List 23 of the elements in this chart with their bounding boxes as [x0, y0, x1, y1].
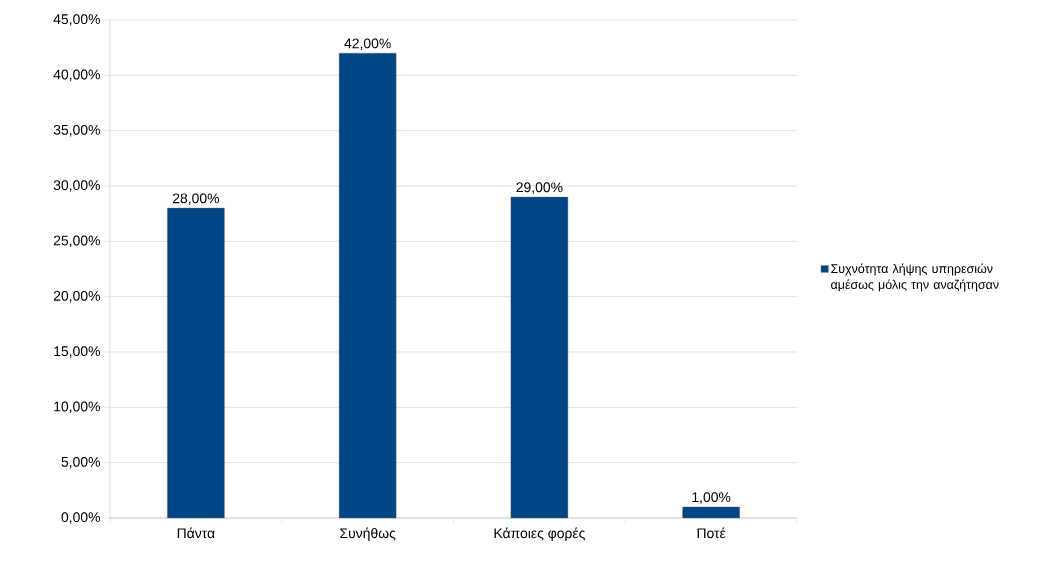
- data-label: 42,00%: [344, 38, 391, 50]
- y-tick-label: 35,00%: [53, 124, 100, 137]
- x-tick-label: Πάντα: [177, 527, 215, 539]
- y-tick-label: 15,00%: [54, 346, 100, 358]
- y-tick-label: 20,00%: [53, 290, 100, 303]
- y-tick-label: 5,00%: [61, 456, 100, 469]
- data-label: 28,00%: [172, 193, 220, 205]
- y-tick-label: 25,00%: [53, 235, 100, 248]
- y-tick-label: 0,00%: [61, 512, 100, 524]
- bar: [510, 196, 569, 519]
- bar: [167, 207, 225, 519]
- y-tick-label: 30,00%: [53, 180, 100, 192]
- x-tick-label: Συνήθως: [340, 527, 396, 541]
- y-tick-label: 45,00%: [53, 14, 100, 26]
- legend-label: Συχνότητα λήψης υπηρεσιών αμέσως μόλις την αναζήτησαν: [831, 263, 999, 292]
- y-tick-label: 10,00%: [54, 401, 100, 414]
- bar: [682, 506, 740, 519]
- y-tick-label: 40,00%: [53, 69, 100, 82]
- x-tick-label: Ποτέ: [697, 527, 726, 539]
- bar: [338, 52, 397, 519]
- data-label: 29,00%: [516, 182, 563, 194]
- x-tick-label: Κάποιες φορές: [494, 527, 585, 541]
- data-label: 1,00%: [692, 492, 731, 504]
